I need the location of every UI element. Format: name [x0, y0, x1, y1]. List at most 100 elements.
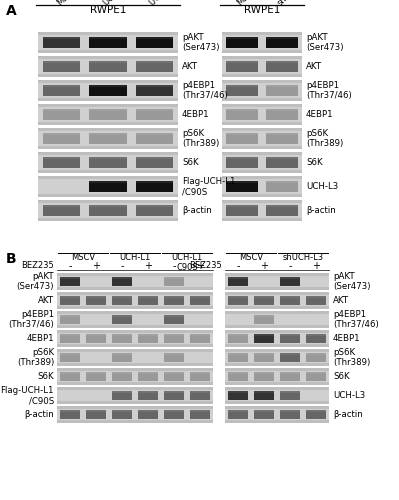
- Text: pS6K
(Thr389): pS6K (Thr389): [333, 348, 370, 367]
- Bar: [266, 60, 298, 63]
- Bar: [112, 391, 132, 400]
- Bar: [38, 56, 178, 77]
- Text: +: +: [196, 261, 204, 271]
- Bar: [136, 84, 173, 96]
- Bar: [190, 296, 210, 305]
- Bar: [38, 155, 178, 170]
- Bar: [266, 156, 298, 159]
- Bar: [89, 108, 126, 120]
- Bar: [89, 60, 126, 63]
- Bar: [59, 372, 81, 374]
- Bar: [280, 391, 300, 392]
- Bar: [190, 391, 210, 392]
- Bar: [254, 391, 275, 392]
- Bar: [138, 410, 158, 412]
- Bar: [59, 334, 81, 343]
- Bar: [227, 296, 249, 298]
- Bar: [138, 334, 158, 343]
- Bar: [226, 36, 258, 39]
- Bar: [164, 353, 184, 354]
- Bar: [254, 353, 275, 354]
- Bar: [164, 353, 184, 362]
- Bar: [59, 410, 81, 419]
- Bar: [306, 372, 326, 381]
- Bar: [136, 156, 173, 159]
- Bar: [89, 156, 126, 159]
- Text: p4EBP1
(Thr37/46): p4EBP1 (Thr37/46): [306, 81, 352, 100]
- Bar: [57, 406, 213, 423]
- Bar: [222, 179, 302, 194]
- Bar: [190, 372, 210, 374]
- Bar: [280, 334, 300, 343]
- Bar: [226, 204, 258, 207]
- Bar: [164, 334, 184, 343]
- Bar: [43, 108, 80, 111]
- Bar: [136, 156, 173, 168]
- Bar: [164, 315, 184, 324]
- Bar: [136, 108, 173, 111]
- Bar: [227, 410, 249, 419]
- Bar: [89, 36, 126, 39]
- Bar: [89, 84, 126, 96]
- Bar: [280, 372, 300, 381]
- Bar: [59, 296, 81, 298]
- Bar: [222, 83, 302, 98]
- Bar: [226, 132, 258, 144]
- Bar: [57, 368, 213, 385]
- Bar: [222, 128, 302, 149]
- Bar: [43, 204, 80, 207]
- Bar: [222, 131, 302, 146]
- Text: S6K: S6K: [333, 372, 350, 381]
- Text: UCH-L3: UCH-L3: [333, 391, 365, 400]
- Bar: [190, 372, 210, 381]
- Bar: [280, 391, 300, 400]
- Bar: [280, 277, 300, 286]
- Bar: [138, 372, 158, 374]
- Bar: [227, 372, 249, 374]
- Bar: [222, 152, 302, 173]
- Bar: [306, 334, 326, 336]
- Bar: [266, 60, 298, 72]
- Bar: [225, 368, 329, 385]
- Bar: [227, 353, 249, 362]
- Bar: [89, 108, 126, 111]
- Bar: [225, 349, 329, 366]
- Text: UCH-L1
C90S: UCH-L1 C90S: [172, 253, 203, 272]
- Bar: [138, 391, 158, 392]
- Bar: [38, 179, 178, 194]
- Bar: [43, 204, 80, 216]
- Bar: [112, 334, 132, 343]
- Bar: [38, 200, 178, 221]
- Bar: [38, 104, 178, 125]
- Bar: [226, 36, 258, 48]
- Text: pAKT
(Ser473): pAKT (Ser473): [306, 33, 344, 52]
- Text: RWPE1: RWPE1: [244, 5, 280, 15]
- Bar: [164, 296, 184, 298]
- Text: shUCH-L3: shUCH-L3: [282, 253, 324, 262]
- Bar: [266, 84, 298, 96]
- Bar: [57, 332, 213, 344]
- Bar: [43, 156, 80, 168]
- Bar: [112, 410, 132, 412]
- Text: S6K: S6K: [306, 158, 323, 167]
- Bar: [226, 108, 258, 120]
- Bar: [89, 132, 126, 135]
- Bar: [280, 277, 300, 278]
- Bar: [38, 35, 178, 50]
- Bar: [190, 410, 210, 419]
- Bar: [225, 273, 329, 290]
- Text: B: B: [6, 252, 17, 266]
- Text: AKT: AKT: [38, 296, 54, 305]
- Bar: [222, 104, 302, 125]
- Bar: [164, 277, 184, 278]
- Bar: [280, 410, 300, 419]
- Bar: [136, 180, 173, 183]
- Bar: [226, 132, 258, 135]
- Bar: [225, 311, 329, 328]
- Bar: [266, 84, 298, 87]
- Bar: [136, 132, 173, 135]
- Bar: [226, 60, 258, 63]
- Bar: [225, 292, 329, 309]
- Text: +: +: [92, 261, 100, 271]
- Bar: [226, 180, 258, 192]
